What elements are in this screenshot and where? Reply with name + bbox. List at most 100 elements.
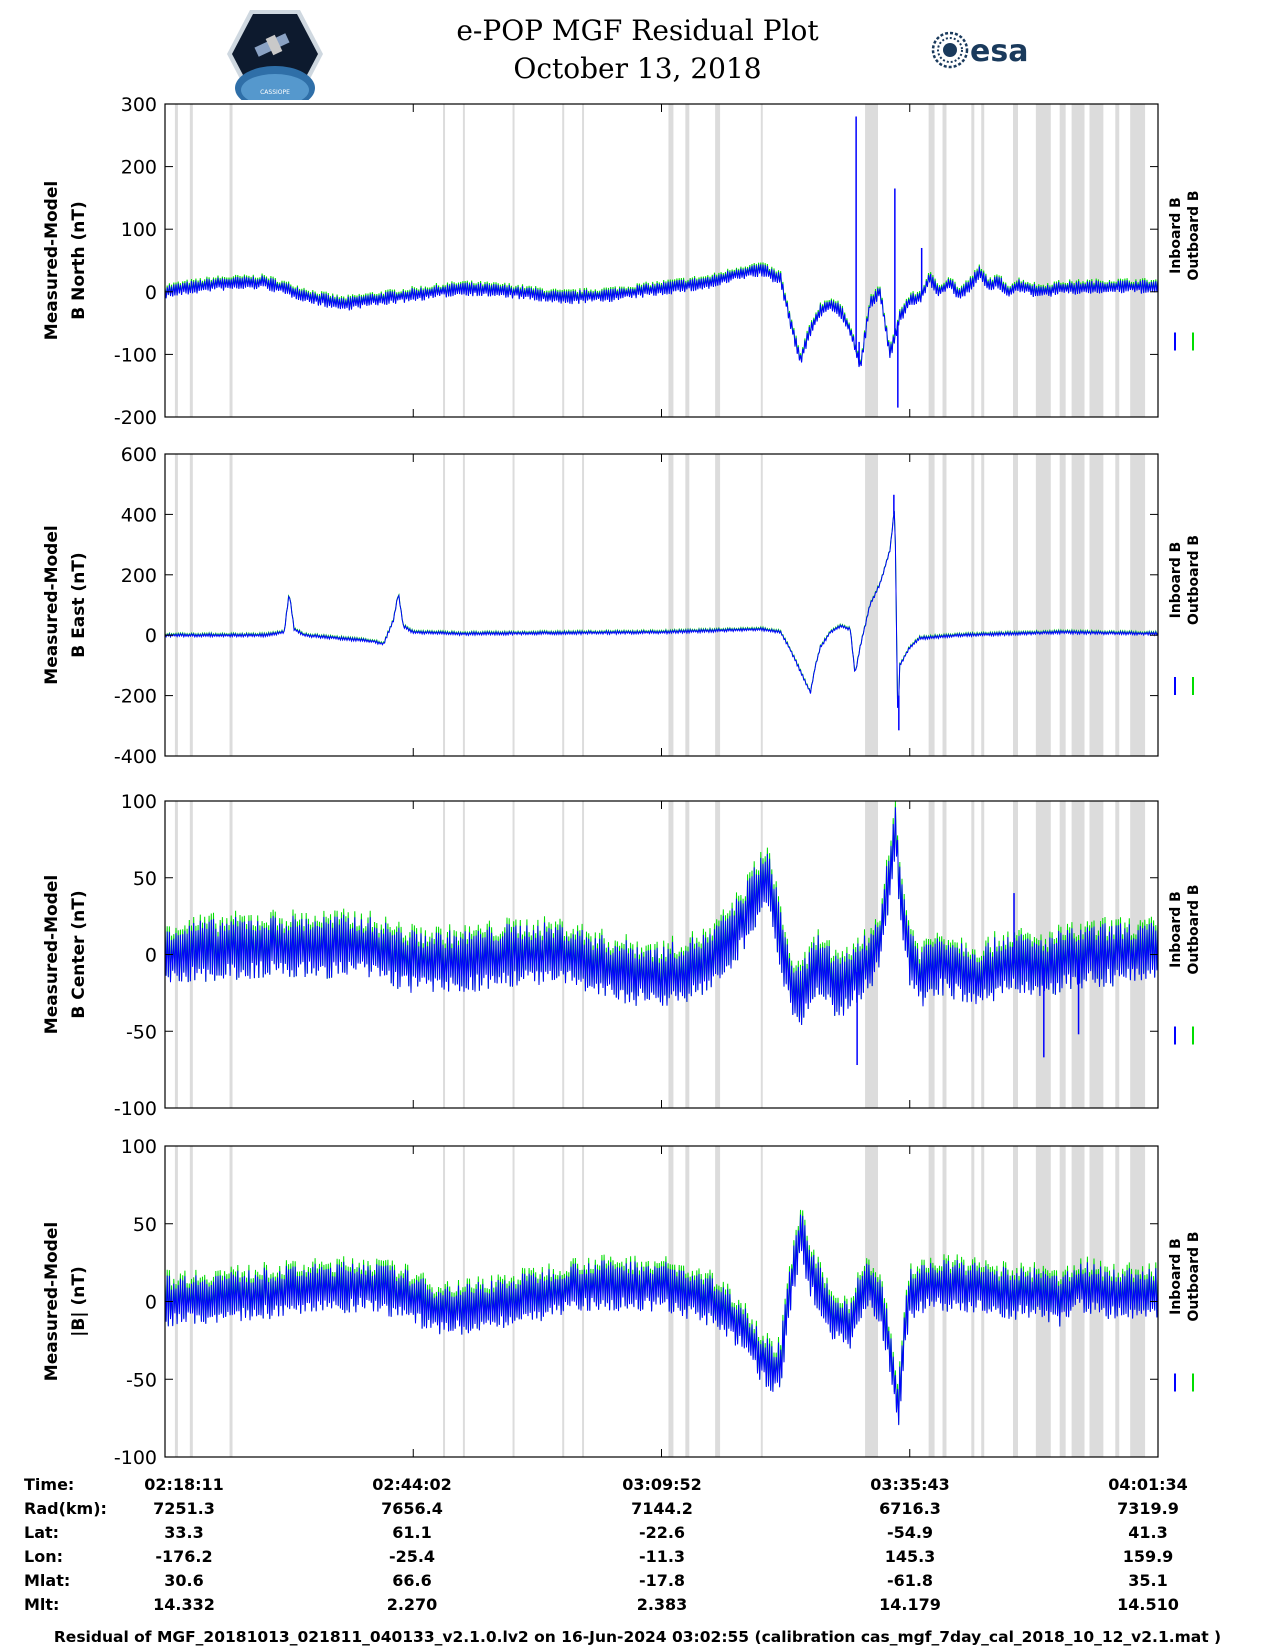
gap-band <box>443 104 446 417</box>
ephemeris-value: 33.3 <box>164 1523 203 1542</box>
gap-band <box>1013 104 1018 417</box>
outboard-series-line <box>164 1209 1159 1425</box>
gap-band <box>562 454 565 756</box>
ephemeris-value: -22.6 <box>639 1523 685 1542</box>
y-tick-label: -100 <box>114 344 157 366</box>
gap-band <box>1071 1146 1085 1457</box>
gap-band <box>971 1146 975 1457</box>
gap-band <box>462 801 465 1108</box>
ephemeris-value: 02:44:02 <box>372 1475 452 1494</box>
gap-band <box>1130 454 1146 756</box>
gap-band <box>1115 454 1120 756</box>
gap-band <box>685 104 690 417</box>
legend-inboard-label: Inboard B <box>1168 197 1184 274</box>
inboard-series-line <box>164 807 1159 1026</box>
legend-inboard-label: Inboard B <box>1168 1238 1184 1315</box>
ephemeris-value: -54.9 <box>887 1523 933 1542</box>
ephemeris-value: 7656.4 <box>381 1499 443 1518</box>
ephemeris-value: 6716.3 <box>879 1499 941 1518</box>
outboard-series-line <box>164 262 1159 367</box>
inboard-series-line <box>164 264 1159 368</box>
y-tick-label: 100 <box>121 1136 157 1158</box>
gap-band <box>760 454 763 756</box>
esa-logo: esa <box>931 31 1028 69</box>
ephemeris-row-header: Mlat: <box>24 1571 70 1590</box>
y-tick-label: -100 <box>114 1447 157 1469</box>
ephemeris-value: 03:35:43 <box>870 1475 950 1494</box>
y-axis-label-units: |B| (nT) <box>69 1266 89 1337</box>
cassiope-logo: CASSIOPE <box>227 10 323 100</box>
gap-band <box>1035 454 1051 756</box>
cassiope-logo-text: CASSIOPE <box>260 89 290 96</box>
ephemeris-value: 03:09:52 <box>622 1475 702 1494</box>
y-tick-label: 400 <box>121 504 157 526</box>
y-tick-label: 0 <box>145 282 157 304</box>
gap-band <box>462 1146 465 1457</box>
y-axis-label-units: B North (nT) <box>69 201 89 320</box>
inboard-series-line <box>164 511 1159 708</box>
y-axis-label: Measured-Model <box>42 525 62 684</box>
gap-band <box>189 454 193 756</box>
gap-band <box>443 801 446 1108</box>
gap-band <box>981 104 985 417</box>
y-axis-label: Measured-Model <box>42 181 62 340</box>
gap-band <box>668 454 674 756</box>
gap-band <box>229 1146 233 1457</box>
ephemeris-value: 30.6 <box>164 1571 203 1590</box>
ephemeris-value: 02:18:11 <box>144 1475 224 1494</box>
panel-3: 100 50 0 -50 -100 Measured-Model B Center (nT)… <box>42 791 1202 1120</box>
ephemeris-value: 04:01:34 <box>1108 1475 1188 1494</box>
gap-band <box>1130 104 1146 417</box>
y-axis-label-units: B East (nT) <box>69 552 89 657</box>
ephemeris-value: -17.8 <box>639 1571 685 1590</box>
gap-band <box>1059 104 1066 417</box>
gap-band <box>1071 104 1085 417</box>
y-tick-label: -50 <box>126 1021 157 1043</box>
gap-band <box>981 801 985 1108</box>
gap-band <box>1089 104 1104 417</box>
gap-band <box>865 454 878 756</box>
gap-band <box>1035 104 1051 417</box>
ephemeris-row-header: Mlt: <box>24 1595 59 1614</box>
gap-band <box>715 104 721 417</box>
ephemeris-value: 7319.9 <box>1117 1499 1179 1518</box>
y-axis-label: Measured-Model <box>42 875 62 1034</box>
ephemeris-row-header: Rad(km): <box>24 1499 107 1518</box>
legend-outboard-label: Outboard B <box>1186 190 1202 280</box>
gap-band <box>928 104 935 417</box>
plot-date: October 13, 2018 <box>513 52 762 85</box>
gap-band <box>512 104 515 417</box>
gap-band <box>942 454 947 756</box>
legend-outboard-label: Outboard B <box>1186 884 1202 974</box>
legend-outboard-label: Outboard B <box>1186 535 1202 625</box>
y-tick-label: -200 <box>114 686 157 708</box>
gap-band <box>928 801 935 1108</box>
gap-band <box>981 454 985 756</box>
ephemeris-value: 35.1 <box>1128 1571 1167 1590</box>
plot-title: e-POP MGF Residual Plot <box>456 14 819 47</box>
gap-band <box>760 801 763 1108</box>
esa-logo-text: esa <box>970 34 1028 69</box>
ephemeris-value: 2.383 <box>637 1595 688 1614</box>
gap-band <box>1115 104 1120 417</box>
panel-frame <box>164 453 1159 757</box>
y-tick-label: 50 <box>133 868 157 890</box>
gap-band <box>189 104 193 417</box>
gap-band <box>685 454 690 756</box>
ephemeris-value: 41.3 <box>1128 1523 1167 1542</box>
gap-band <box>1089 1146 1104 1457</box>
footer-note: Residual of MGF_20181013_021811_040133_v… <box>53 1628 1222 1646</box>
y-tick-label: 50 <box>133 1214 157 1236</box>
gap-band <box>760 104 763 417</box>
gap-band <box>229 801 233 1108</box>
outboard-series-line <box>164 510 1159 708</box>
ephemeris-value: 2.270 <box>387 1595 438 1614</box>
gap-band <box>1059 454 1066 756</box>
ephemeris-value: -61.8 <box>887 1571 933 1590</box>
gap-band <box>462 104 465 417</box>
y-tick-label: 600 <box>121 444 157 466</box>
gap-band <box>685 801 690 1108</box>
gap-band <box>865 104 878 417</box>
